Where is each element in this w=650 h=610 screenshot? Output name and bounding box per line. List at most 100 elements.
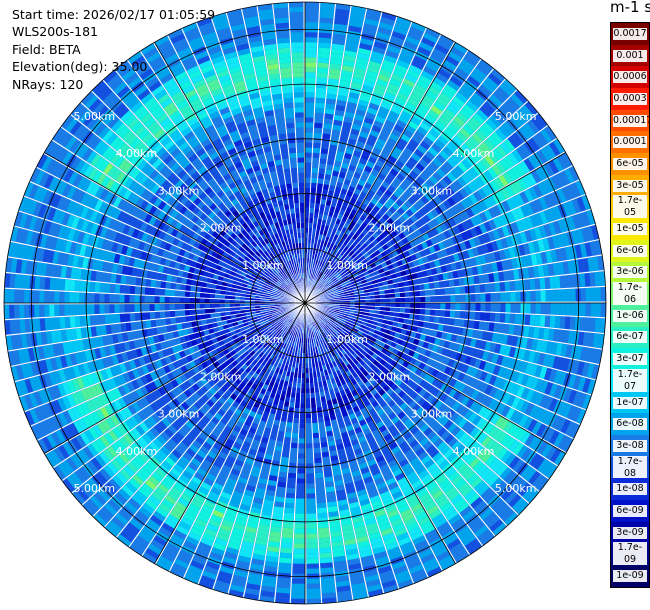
range-gate [507,152,519,166]
range-gate [450,46,465,58]
ray-gap [304,27,428,304]
range-gate [338,290,344,294]
range-gate [394,472,406,482]
range-gate [545,464,558,479]
range-gate [414,359,422,368]
range-gate [340,355,347,362]
range-gate [346,262,352,269]
range-gate [366,160,375,169]
range-gate [305,112,314,118]
range-gate [318,213,324,220]
range-gate [391,446,401,455]
range-gate [278,567,292,574]
range-gate [484,76,499,90]
range-gate [571,360,580,375]
range-gate [449,412,460,423]
range-gate [466,376,475,387]
range-gate [367,249,374,256]
range-gate [334,320,340,325]
range-gate [370,97,382,106]
range-gate [365,403,374,412]
range-gate [495,415,505,428]
range-gate [582,332,590,346]
range-gate [500,434,512,447]
range-gate [483,273,490,283]
range-gate [479,340,487,350]
range-gate [354,275,360,281]
range-gate [484,373,493,384]
range-gate [343,313,349,317]
range-gate [326,231,332,238]
range-gate [295,397,301,404]
range-gate [451,474,463,486]
range-gate [357,52,370,61]
range-gate [393,124,405,133]
range-gate [551,415,562,429]
range-gate [363,347,370,354]
range-gate [376,345,384,352]
range-gate [417,354,425,362]
range-gate [342,286,348,291]
range-gate [491,131,503,144]
range-gate [418,75,432,85]
range-gate [315,392,320,398]
range-gate [314,117,324,124]
range-gate [406,143,417,153]
range-gate [355,236,362,244]
range-gate [382,124,393,133]
range-gate [584,317,591,332]
range-gate [490,180,500,192]
range-gate [473,190,483,202]
range-gate [524,433,536,447]
range-gate [508,456,521,470]
range-gate [374,310,380,315]
range-gate [411,152,421,162]
range-gate [364,245,371,253]
range-gate [466,100,479,112]
range-gate [479,312,486,321]
range-gate [317,260,321,266]
range-gate [497,227,505,239]
range-gate [520,400,530,414]
ray-gap [304,89,518,304]
range-gate [323,466,332,473]
range-gate [532,184,543,198]
range-gate [373,329,380,336]
range-gate [371,400,379,408]
range-gate [418,158,429,169]
range-gate [305,87,315,93]
range-gate [469,116,482,129]
range-gate [398,194,408,204]
range-gate [515,291,521,302]
range-gate [283,517,294,524]
range-gate [398,282,404,288]
range-gate [570,182,581,198]
range-gate [401,445,412,454]
range-gate [508,439,520,453]
range-gate [403,347,411,355]
range-gate [419,379,428,388]
range-gate [409,439,419,449]
range-gate [423,373,431,382]
range-gate [495,292,501,302]
range-gate [323,282,329,288]
range-gate [442,239,450,249]
range-gate [305,383,310,389]
range-gate [467,75,481,88]
range-gate [553,432,565,447]
range-gate [334,114,344,122]
range-gate [402,178,412,187]
range-gate [283,436,291,443]
range-gate [327,154,336,161]
range-gate [336,150,345,158]
range-gate [372,224,380,232]
range-gate [438,478,451,489]
range-gate [334,13,349,21]
range-gate [363,116,374,125]
range-gate [393,68,406,78]
range-gate [428,147,439,157]
range-gate [339,308,345,312]
range-gate [297,458,305,464]
range-gate [452,390,462,401]
range-gate [481,331,489,341]
